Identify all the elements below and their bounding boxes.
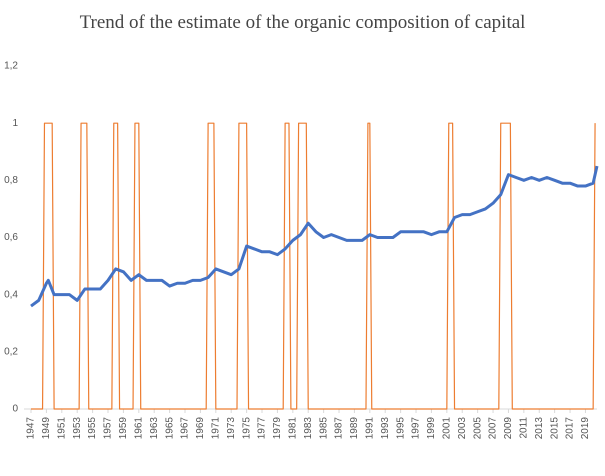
x-tick-label: 1957 — [103, 417, 114, 440]
x-tick-label: 2001 — [441, 417, 452, 440]
x-tick-label: 1961 — [133, 417, 144, 440]
y-tick-label: 1,2 — [4, 61, 18, 72]
x-tick-label: 1947 — [26, 417, 37, 440]
chart-title: Trend of the estimate of the organic com… — [79, 12, 526, 33]
x-tick-label: 1955 — [87, 417, 98, 440]
x-tick-label: 1979 — [272, 417, 283, 440]
x-tick-label: 1987 — [334, 417, 345, 440]
x-tick-label: 1953 — [72, 417, 83, 440]
x-tick-label: 1949 — [41, 417, 52, 440]
x-tick-label: 1997 — [411, 417, 422, 440]
x-tick-label: 1983 — [303, 417, 314, 440]
x-tick-label: 1993 — [380, 417, 391, 440]
x-tick-label: 2003 — [457, 417, 468, 440]
x-tick-label: 1975 — [241, 417, 252, 440]
y-tick-label: 0 — [12, 404, 18, 415]
y-tick-label: 0,2 — [4, 346, 18, 357]
x-tick-label: 1971 — [210, 417, 221, 440]
x-tick-label: 1995 — [395, 417, 406, 440]
y-tick-label: 1 — [12, 118, 18, 129]
x-tick-label: 1963 — [149, 417, 160, 440]
x-tick-label: 1981 — [287, 417, 298, 440]
x-tick-label: 1985 — [318, 417, 329, 440]
series-line — [30, 165, 599, 308]
x-tick-label: 1989 — [349, 417, 360, 440]
x-tick-label: 1969 — [195, 417, 206, 440]
x-tick-label: 2013 — [534, 417, 545, 440]
x-tick-label: 1999 — [426, 417, 437, 440]
y-tick-label: 0,4 — [4, 289, 18, 300]
x-tick-label: 1973 — [226, 417, 237, 440]
x-tick-label: 2005 — [472, 417, 483, 440]
series-line — [31, 122, 596, 410]
x-tick-label: 2019 — [580, 417, 591, 440]
x-tick-label: 2015 — [549, 417, 560, 440]
x-tick-label: 1951 — [56, 417, 67, 440]
x-tick-label: 1977 — [257, 417, 268, 440]
x-tick-label: 1967 — [180, 417, 191, 440]
x-tick-label: 1991 — [364, 417, 375, 440]
x-tick-label: 1965 — [164, 417, 175, 440]
x-tick-label: 2011 — [518, 417, 529, 439]
x-tick-label: 1959 — [118, 417, 129, 440]
y-tick-label: 0,8 — [4, 175, 18, 186]
x-tick-label: 2007 — [488, 417, 499, 440]
x-tick-label: 2009 — [503, 417, 514, 440]
y-tick-label: 0,6 — [4, 232, 18, 243]
x-tick-label: 2017 — [565, 417, 576, 440]
